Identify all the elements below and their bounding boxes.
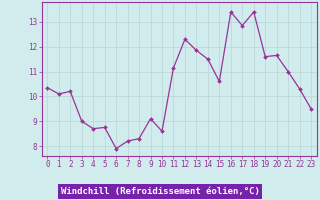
Text: Windchill (Refroidissement éolien,°C): Windchill (Refroidissement éolien,°C) <box>60 187 260 196</box>
